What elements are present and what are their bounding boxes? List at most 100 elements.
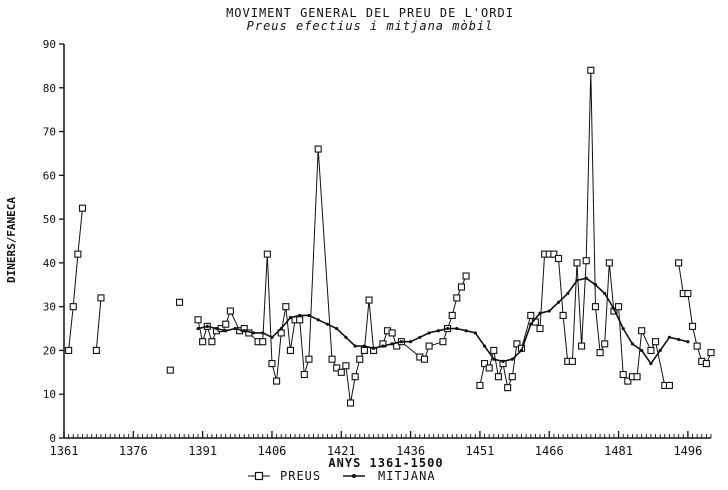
data-point-mitjana: [242, 329, 246, 333]
data-point-preus: [601, 340, 609, 348]
data-point-mitjana: [307, 313, 311, 318]
data-point-preus: [69, 303, 77, 311]
data-point-mitjana: [288, 316, 293, 320]
data-point-mitjana: [547, 309, 551, 313]
data-point-preus: [707, 349, 715, 357]
x-axis-label: ANYS 1361-1500: [328, 456, 443, 470]
data-point-preus: [591, 303, 600, 311]
data-point-mitjana: [298, 313, 302, 318]
data-point-mitjana: [667, 335, 672, 339]
data-point-preus: [485, 364, 493, 372]
data-point-mitjana: [584, 276, 588, 280]
data-point-mitjana: [640, 348, 644, 353]
y-tick-label: 90: [43, 38, 56, 51]
y-tick-label: 0: [49, 432, 56, 445]
data-point-preus: [624, 377, 632, 385]
data-point-preus: [647, 346, 655, 354]
data-point-preus: [420, 355, 429, 363]
data-point-mitjana: [372, 346, 376, 350]
data-point-preus: [578, 342, 586, 350]
data-point-mitjana: [612, 307, 616, 311]
data-point-mitjana: [492, 357, 496, 361]
data-point-mitjana: [409, 340, 413, 344]
data-point-preus: [615, 303, 623, 311]
data-point-preus: [282, 303, 290, 311]
data-point-preus: [457, 283, 465, 291]
data-point-preus: [448, 311, 456, 319]
data-point-mitjana: [344, 335, 348, 339]
data-point-mitjana: [436, 329, 440, 333]
data-point-mitjana: [325, 322, 330, 326]
data-point-preus: [97, 294, 105, 302]
data-point-mitjana: [519, 348, 524, 353]
data-point-preus: [314, 145, 322, 153]
data-point-mitjana: [399, 340, 403, 344]
x-tick-label: 1451: [465, 444, 494, 458]
data-point-preus: [226, 307, 234, 315]
data-point-preus: [550, 250, 558, 258]
data-point-preus: [693, 342, 701, 350]
x-tick-label: 1361: [50, 444, 79, 458]
y-tick-label: 40: [43, 257, 56, 270]
data-point-preus: [527, 311, 535, 319]
x-tick-label: 1376: [119, 444, 148, 458]
data-point-preus: [92, 346, 100, 354]
data-point-preus: [605, 259, 613, 267]
data-point-preus: [333, 364, 341, 372]
data-point-mitjana: [538, 311, 542, 315]
data-point-preus: [273, 377, 281, 385]
data-point-mitjana: [658, 348, 662, 353]
data-point-preus: [490, 346, 498, 354]
series-mitjana: [196, 276, 690, 366]
data-point-preus: [665, 381, 673, 390]
data-point-preus: [263, 250, 271, 258]
data-point-mitjana: [593, 283, 598, 287]
data-point-preus: [342, 362, 350, 370]
data-point-preus: [65, 346, 73, 354]
y-tick-label: 50: [43, 213, 56, 226]
data-point-preus: [305, 355, 313, 363]
data-point-preus: [328, 355, 336, 363]
y-tick-label: 60: [43, 169, 56, 182]
data-point-preus: [166, 366, 174, 374]
data-point-mitjana: [270, 335, 274, 339]
data-point-mitjana: [261, 331, 265, 335]
series-line-preus: [68, 208, 83, 351]
chart-title: MOVIMENT GENERAL DEL PREU DE L'ORDI: [226, 6, 514, 20]
data-point-mitjana: [566, 291, 570, 296]
data-point-mitjana: [455, 326, 459, 331]
data-point-mitjana: [473, 331, 477, 335]
data-point-mitjana: [316, 318, 320, 322]
data-point-mitjana: [353, 344, 357, 348]
data-point-mitjana: [686, 340, 690, 344]
data-point-preus: [208, 338, 216, 346]
y-tick-label: 70: [43, 126, 56, 139]
data-point-mitjana: [233, 326, 237, 331]
x-ticks: 1361 1376 1391 1406 1421 1436 1451 1466 1481 1496: [50, 431, 712, 458]
legend-preus-marker: [254, 471, 264, 481]
data-point-preus: [337, 368, 345, 376]
chart-subtitle: Preus efectius i mitjana mòbil: [247, 19, 494, 33]
data-point-mitjana: [390, 342, 394, 346]
data-point-preus: [596, 349, 604, 357]
series-preus: [65, 66, 715, 407]
data-point-preus: [425, 342, 433, 350]
data-point-preus: [587, 66, 595, 74]
data-point-mitjana: [529, 322, 533, 326]
data-point-mitjana: [205, 324, 209, 328]
data-point-mitjana: [501, 359, 505, 363]
data-point-preus: [346, 399, 355, 407]
x-tick-label: 1436: [396, 444, 425, 458]
y-tick-label: 10: [43, 388, 56, 401]
data-point-preus: [568, 357, 576, 365]
data-point-preus: [259, 338, 267, 346]
data-point-preus: [633, 373, 641, 381]
data-point-preus: [619, 370, 627, 379]
data-point-mitjana: [482, 344, 487, 348]
data-point-preus: [453, 294, 461, 302]
x-tick-label: 1391: [188, 444, 217, 458]
data-point-mitjana: [603, 291, 607, 296]
data-point-mitjana: [556, 300, 561, 304]
y-axis-label: DINERS/FANECA: [5, 197, 18, 283]
data-point-preus: [702, 360, 710, 368]
